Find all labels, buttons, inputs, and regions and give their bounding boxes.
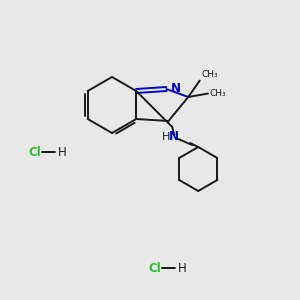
Text: N: N — [170, 82, 180, 94]
Text: CH₃: CH₃ — [210, 89, 226, 98]
Text: Cl: Cl — [148, 262, 161, 275]
Text: H: H — [162, 132, 170, 142]
Text: CH₃: CH₃ — [202, 70, 218, 79]
Text: H: H — [58, 146, 67, 158]
Text: H: H — [178, 262, 187, 275]
Text: Cl: Cl — [28, 146, 41, 158]
Text: N: N — [169, 130, 179, 143]
